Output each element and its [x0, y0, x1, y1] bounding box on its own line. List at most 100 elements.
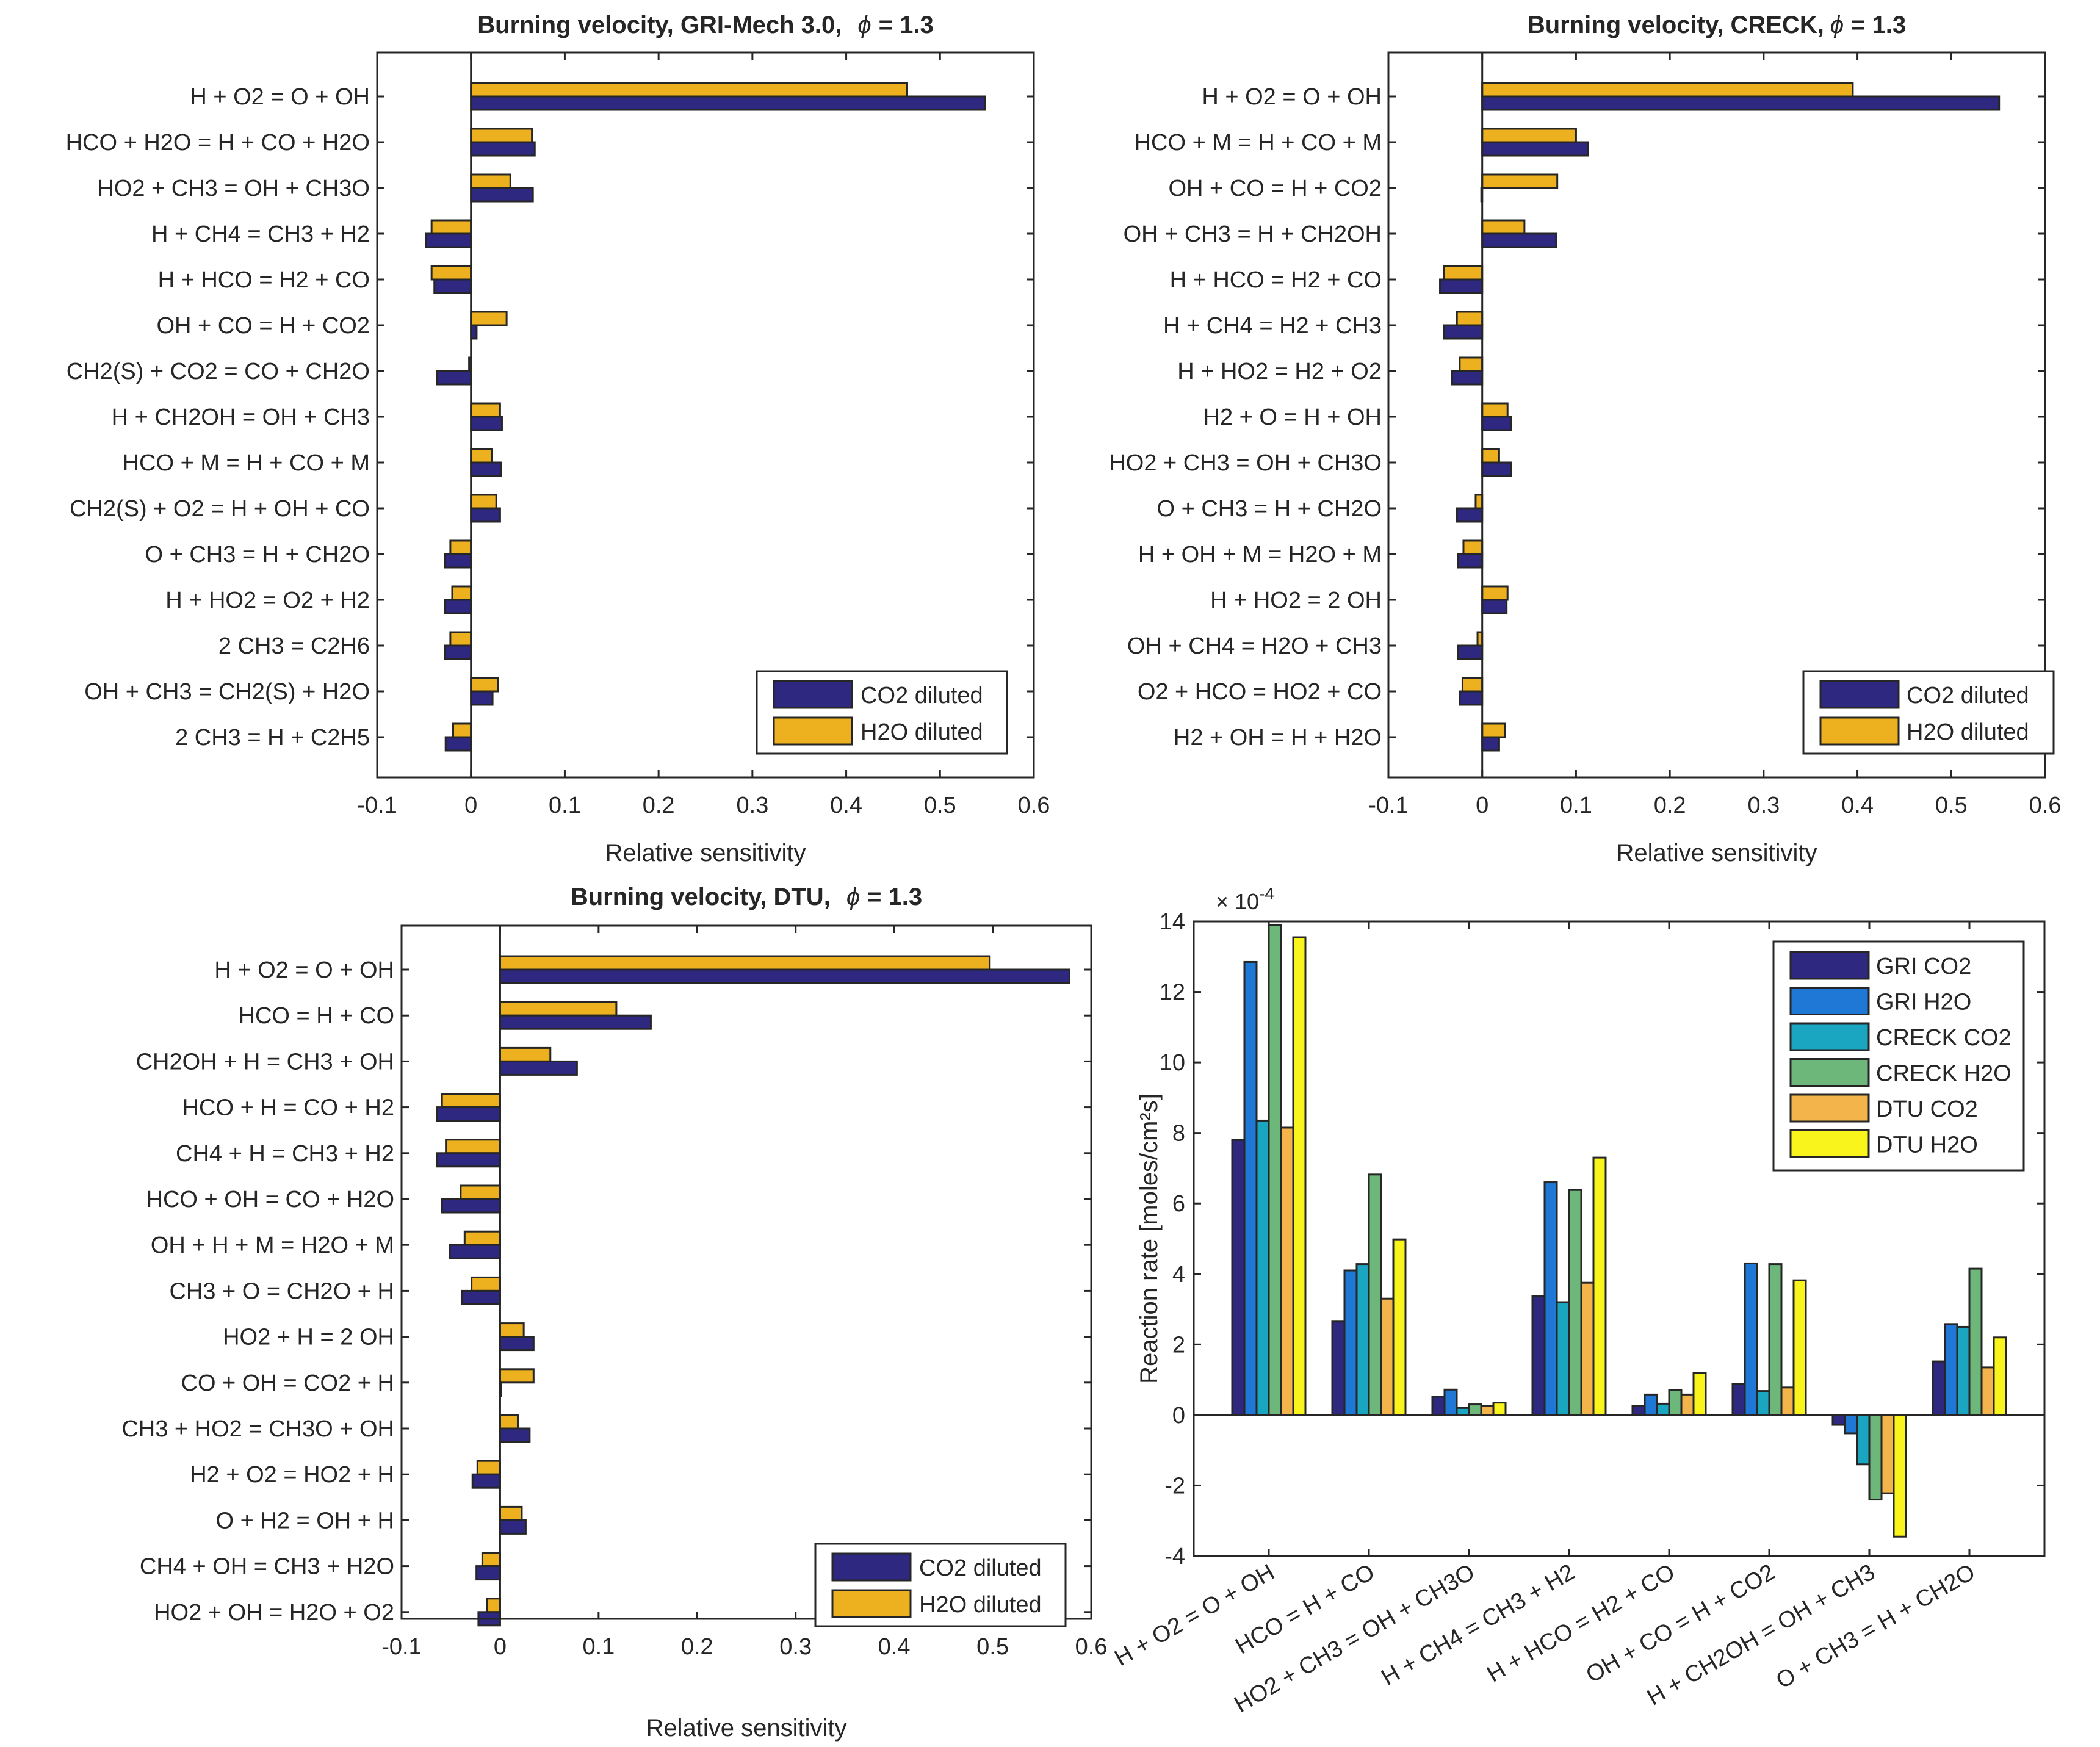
rate-bar-dtu-h2o-ho2-ch3-oh-ch3o	[1492, 1402, 1507, 1416]
creck-x-tick-label: 0.1	[1560, 793, 1592, 818]
gri-bar-h2o-h-ch2oh-oh-ch3	[470, 402, 501, 418]
rate-axis-ticks	[1194, 920, 2044, 1557]
creck-bar-co2-h-ho2-2-oh	[1481, 599, 1508, 614]
gri-legend-label-co2: CO2 diluted	[861, 683, 983, 708]
rate-bar-gri-h2o-ho2-ch3-oh-ch3o	[1443, 1388, 1458, 1416]
gri-axis-ticks	[376, 52, 1035, 777]
dtu-category-label: CH3 + O = CH2O + H	[169, 1278, 394, 1304]
creck-x-tick-label: 0.6	[2029, 793, 2062, 818]
dtu-category-label: HCO + H = CO + H2	[182, 1095, 394, 1121]
dtu-bar-h2o-ch3-ho2-ch3o-oh	[499, 1414, 519, 1430]
creck-category-label: H + OH + M = H2O + M	[1138, 542, 1382, 567]
rate-bar-creck-h2o-h-ch4-ch3-h2	[1568, 1189, 1582, 1416]
dtu-bar-h2o-ch2oh-h-ch3-oh	[499, 1046, 552, 1062]
gri-legend-swatch-h2o	[773, 716, 853, 746]
creck-category-label: O2 + HCO = HO2 + CO	[1138, 679, 1382, 705]
rate-bar-dtu-co2-o-ch3-h-ch2o	[1980, 1366, 1995, 1416]
dtu-category-labels: H + O2 = O + OH HCO = H + CO CH2OH + H = C…	[121, 957, 394, 1626]
dtu-bar-co2-h-o2-o-oh	[499, 968, 1070, 984]
gri-category-label: H + HO2 = O2 + H2	[165, 588, 370, 613]
rate-y-tick-label: 2	[1172, 1332, 1185, 1358]
dtu-category-label: CH2OH + H = CH3 + OH	[136, 1049, 394, 1075]
dtu-x-tick-labels: -0.1 0 0.1 0.2 0.3 0.4 0.5 0.6	[381, 1634, 1107, 1660]
rate-legend-label-gri-h2o: GRI H2O	[1876, 990, 1971, 1015]
rate-y-tick-label: -4	[1164, 1544, 1185, 1569]
dtu-title-main: Burning velocity, DTU,	[571, 884, 831, 910]
gri-bar-h2o-h-ch4-ch3-h2	[430, 219, 472, 235]
gri-title-phi: ϕ	[857, 12, 871, 38]
dtu-bar-co2-hco-h-co	[499, 1014, 652, 1030]
gri-bar-co2-2-ch3-h-c2h5	[444, 736, 472, 752]
gri-category-label: H + O2 = O + OH	[190, 84, 370, 110]
creck-bar-h2o-h-ch4-h2-ch3	[1456, 311, 1484, 326]
gri-category-label: CH2(S) + CO2 = CO + CH2O	[67, 359, 370, 384]
rate-bar-dtu-h2o-oh-co-h-co2	[1792, 1279, 1807, 1416]
rate-bar-creck-co2-h-o2-o-oh	[1255, 1119, 1270, 1416]
creck-x-tick-label: 0.5	[1935, 793, 1968, 818]
gri-bar-h2o-hco-h2o-h-co-h2o	[470, 128, 533, 143]
dtu-legend-swatch-co2	[831, 1552, 912, 1582]
rate-legend: GRI CO2 GRI H2O CRECK CO2 CRECK H2O DTU CO2 D…	[1772, 940, 2025, 1172]
creck-category-label: HO2 + CH3 = OH + CH3O	[1109, 450, 1382, 476]
creck-bar-h2o-h-ho2-2-oh	[1481, 585, 1509, 601]
creck-category-label: H + HO2 = H2 + O2	[1177, 359, 1382, 384]
creck-bar-h2o-o2-hco-ho2-co	[1461, 677, 1484, 693]
dtu-bar-h2o-co-oh-co2-h	[499, 1368, 535, 1384]
creck-x-tick-label: 0.3	[1747, 793, 1780, 818]
dtu-bar-co2-hco-oh-co-h2o	[441, 1198, 501, 1214]
gri-x-tick-label: 0.4	[830, 793, 862, 818]
creck-bar-co2-h2-oh-h-h2o	[1481, 736, 1500, 752]
creck-bar-h2o-h-oh-m-h2o-m	[1462, 539, 1484, 555]
gri-category-label: O + CH3 = H + CH2O	[145, 542, 370, 567]
dtu-x-tick-label: 0.6	[1075, 1634, 1108, 1660]
rate-y-tick-label: 10	[1160, 1050, 1185, 1076]
dtu-title-phi: ϕ	[846, 884, 860, 910]
rate-legend-swatch-creck-co2	[1789, 1022, 1870, 1051]
creck-x-tick-labels: -0.1 0 0.1 0.2 0.3 0.4 0.5 0.6	[1368, 793, 2061, 818]
dtu-bar-co2-ch4-h-ch3-h2	[436, 1152, 501, 1168]
rate-bar-gri-h2o-h-hco-h2-co	[1644, 1393, 1658, 1416]
rate-bar-gri-h2o-h-ch4-ch3-h2	[1543, 1181, 1558, 1416]
rate-y-tick-label: 0	[1172, 1403, 1185, 1428]
dtu-bar-co2-ch4-oh-ch3-h2o	[475, 1565, 501, 1581]
rate-plot-frame	[1193, 920, 2046, 1557]
gri-category-label: 2 CH3 = C2H6	[218, 633, 370, 659]
gri-bar-co2-ch2-s-co2-co-ch2o	[436, 370, 472, 386]
rate-legend-swatch-creck-h2o	[1789, 1058, 1870, 1087]
creck-category-label: H2 + OH = H + H2O	[1174, 725, 1382, 751]
rate-legend-swatch-gri-co2	[1789, 951, 1870, 980]
creck-category-label: H2 + O = H + OH	[1203, 405, 1382, 430]
gri-x-axis-label: Relative sensitivity	[605, 840, 806, 866]
gri-sensitivity-chart: H + O2 = O + OH HCO + H2O = H + CO + H2O H…	[66, 12, 1050, 866]
rate-bar-dtu-co2-ho2-ch3-oh-ch3o	[1480, 1405, 1495, 1416]
creck-bars	[1439, 82, 2001, 752]
creck-bar-h2o-o-ch3-h-ch2o	[1474, 494, 1484, 510]
creck-category-label: H + CH4 = H2 + CH3	[1163, 313, 1382, 339]
creck-axis-ticks	[1387, 52, 2046, 777]
rate-y-tick-labels: -4 -2 0 2 4 6 8 10 12 14	[1160, 909, 1185, 1569]
dtu-category-label: O + H2 = OH + H	[216, 1508, 395, 1533]
creck-bar-h2o-h2-oh-h-h2o	[1481, 722, 1506, 738]
gri-category-label: CH2(S) + O2 = H + OH + CO	[70, 496, 370, 522]
creck-bar-h2o-ho2-ch3-oh-ch3o	[1481, 448, 1500, 464]
rate-bar-gri-co2-oh-co-h-co2	[1731, 1383, 1746, 1416]
gri-bar-h2o-2-ch3-h-c2h5	[452, 722, 472, 738]
rate-legend-label-dtu-co2: DTU CO2	[1876, 1097, 1978, 1122]
rate-bar-dtu-h2o-h-ch4-ch3-h2	[1592, 1156, 1607, 1416]
gri-legend: CO2 diluted H2O diluted	[756, 670, 1008, 755]
dtu-bar-co2-h2-o2-ho2-h	[471, 1473, 501, 1489]
creck-bar-co2-o-ch3-h-ch2o	[1456, 507, 1484, 523]
gri-bar-co2-h-hco-h2-co	[433, 278, 472, 294]
dtu-bar-h2o-hco-h-co-h2	[441, 1093, 501, 1109]
dtu-bar-h2o-hco-oh-co-h2o	[460, 1184, 501, 1200]
gri-category-label: H + HCO = H2 + CO	[158, 267, 370, 293]
creck-category-label: H + HCO = H2 + CO	[1170, 267, 1382, 293]
rate-exponent-power: -4	[1259, 884, 1274, 903]
gri-bar-h2o-ho2-ch3-oh-ch3o	[470, 173, 511, 189]
creck-bar-co2-h-o2-o-oh	[1481, 95, 2001, 111]
dtu-x-tick-label: -0.1	[381, 1634, 421, 1660]
rate-bar-creck-h2o-hco-h-co	[1368, 1173, 1382, 1416]
rate-y-tick-label: 8	[1172, 1121, 1185, 1147]
gri-bar-co2-h-ch4-ch3-h2	[425, 232, 472, 248]
